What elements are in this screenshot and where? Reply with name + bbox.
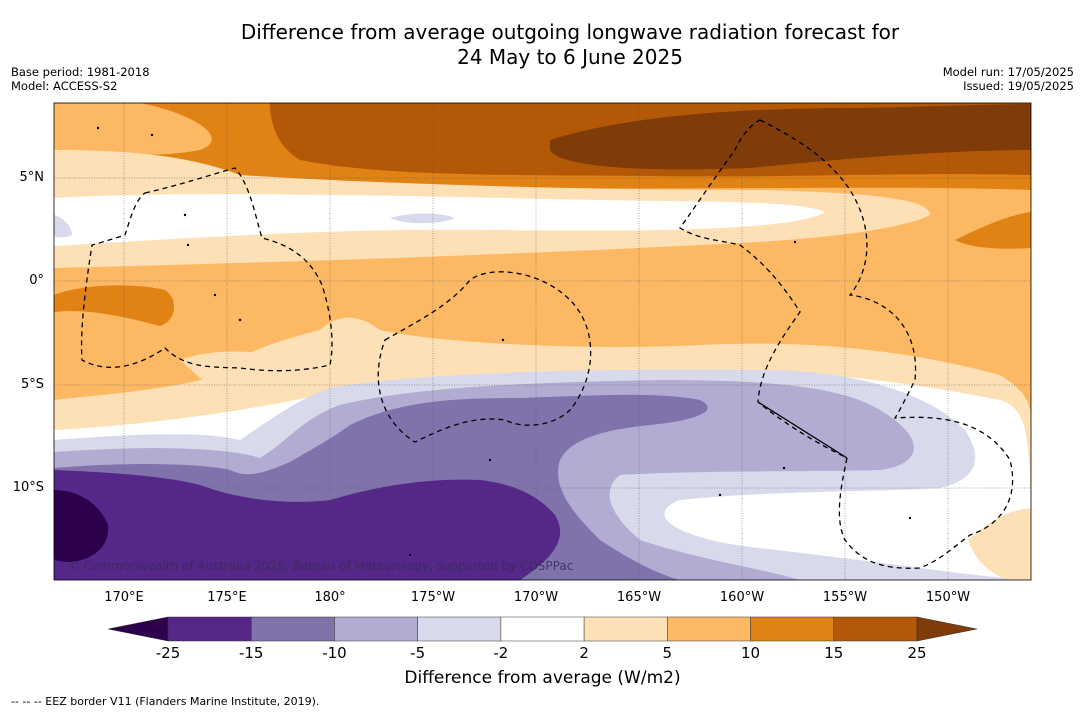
field-patch-west (54, 215, 72, 238)
y-tick-label: 5°S (20, 377, 44, 392)
model-name: Model: ACCESS-S2 (11, 79, 118, 93)
island (501, 338, 505, 342)
field-hole (680, 500, 728, 516)
x-tick-label: 175°W (410, 590, 456, 605)
colorbar-tick-label: 15 (824, 644, 844, 662)
y-tick-label: 10°S (12, 480, 44, 495)
island (213, 293, 217, 297)
colorbar-tick-label: 2 (579, 644, 589, 662)
x-tick-label: 175°E (207, 590, 247, 605)
map-frame (53, 102, 1032, 581)
colorbar-segment (500, 616, 585, 642)
x-tick-label: 160°W (719, 590, 765, 605)
colorbar-tick-label: -25 (155, 644, 181, 662)
field-patch-nw (54, 103, 212, 155)
eez-samoa (377, 271, 592, 443)
colorbar-tick-label: -15 (238, 644, 264, 662)
island (908, 516, 912, 520)
field-patch-sw (54, 285, 175, 326)
x-tick-label: 170°E (104, 590, 144, 605)
island (186, 243, 190, 247)
eez-solid-boundary (757, 401, 848, 459)
colorbar-segment (667, 616, 751, 642)
colorbar-tick-label: 25 (907, 644, 927, 662)
issued-date: Issued: 19/05/2025 (963, 79, 1074, 93)
island (408, 553, 412, 557)
colorbar-segment (833, 616, 918, 642)
eez-borders (80, 119, 1014, 569)
colorbar-segment (167, 616, 252, 642)
title-line-2: 24 May to 6 June 2025 (457, 45, 683, 69)
island (238, 318, 242, 322)
islands (96, 126, 912, 557)
copyright-notice: © Commonwealth of Australia 2025, Bureau… (68, 559, 574, 573)
island (183, 213, 187, 217)
meta-right: Model run: 17/05/2025 Issued: 19/05/2025 (943, 65, 1074, 93)
colorbar-segment (334, 616, 418, 642)
graticule (54, 103, 1031, 580)
colorbar (107, 616, 978, 642)
field-over-25 (550, 104, 1031, 170)
eez-footnote: -- -- -- EEZ border V11 (Flanders Marine… (11, 695, 320, 708)
x-tick-label: 155°W (822, 590, 868, 605)
colorbar-tick-label: -2 (493, 644, 509, 662)
meta-left: Base period: 1981-2018 Model: ACCESS-S2 (11, 65, 150, 93)
x-tick-label: 180° (314, 590, 346, 605)
field-under-25 (54, 490, 109, 562)
map-field (54, 103, 1031, 580)
colorbar-tick-label: 10 (741, 644, 761, 662)
field-patch-se (968, 508, 1031, 580)
field-patch-east (955, 212, 1031, 249)
x-tick-label: 170°W (513, 590, 559, 605)
island (782, 466, 786, 470)
island (488, 458, 492, 462)
island (150, 133, 154, 137)
base-period: Base period: 1981-2018 (11, 65, 150, 79)
eez-fiji-tonga (80, 167, 333, 372)
y-tick-label: 0° (29, 273, 44, 288)
colorbar-tick-label: -10 (322, 644, 347, 662)
colorbar-segment (417, 616, 502, 642)
island (96, 126, 100, 130)
colorbar-over-arrow (916, 616, 978, 642)
colorbar-segment (250, 616, 335, 642)
island (793, 240, 797, 244)
colorbar-tick-label: 5 (662, 644, 673, 662)
x-tick-label: 165°W (616, 590, 662, 605)
island (718, 493, 722, 497)
field-patch-light (180, 351, 300, 382)
title-line-1: Difference from average outgoing longwav… (240, 20, 900, 44)
x-tick-label: 150°W (925, 590, 971, 605)
model-run: Model run: 17/05/2025 (942, 65, 1074, 79)
y-tick-label: 5°N (19, 170, 45, 185)
field-minus-15-25 (54, 470, 561, 580)
field-patch-small (390, 213, 455, 224)
colorbar-segment (583, 616, 668, 642)
eez-kiribati (679, 119, 1014, 569)
colorbar-under-arrow (107, 616, 169, 642)
colorbar-tick-label: -5 (410, 644, 426, 662)
colorbar-title: Difference from average (W/m2) (404, 668, 681, 688)
colorbar-segment (750, 616, 835, 642)
map-title: Difference from average outgoing longwav… (0, 20, 1085, 70)
